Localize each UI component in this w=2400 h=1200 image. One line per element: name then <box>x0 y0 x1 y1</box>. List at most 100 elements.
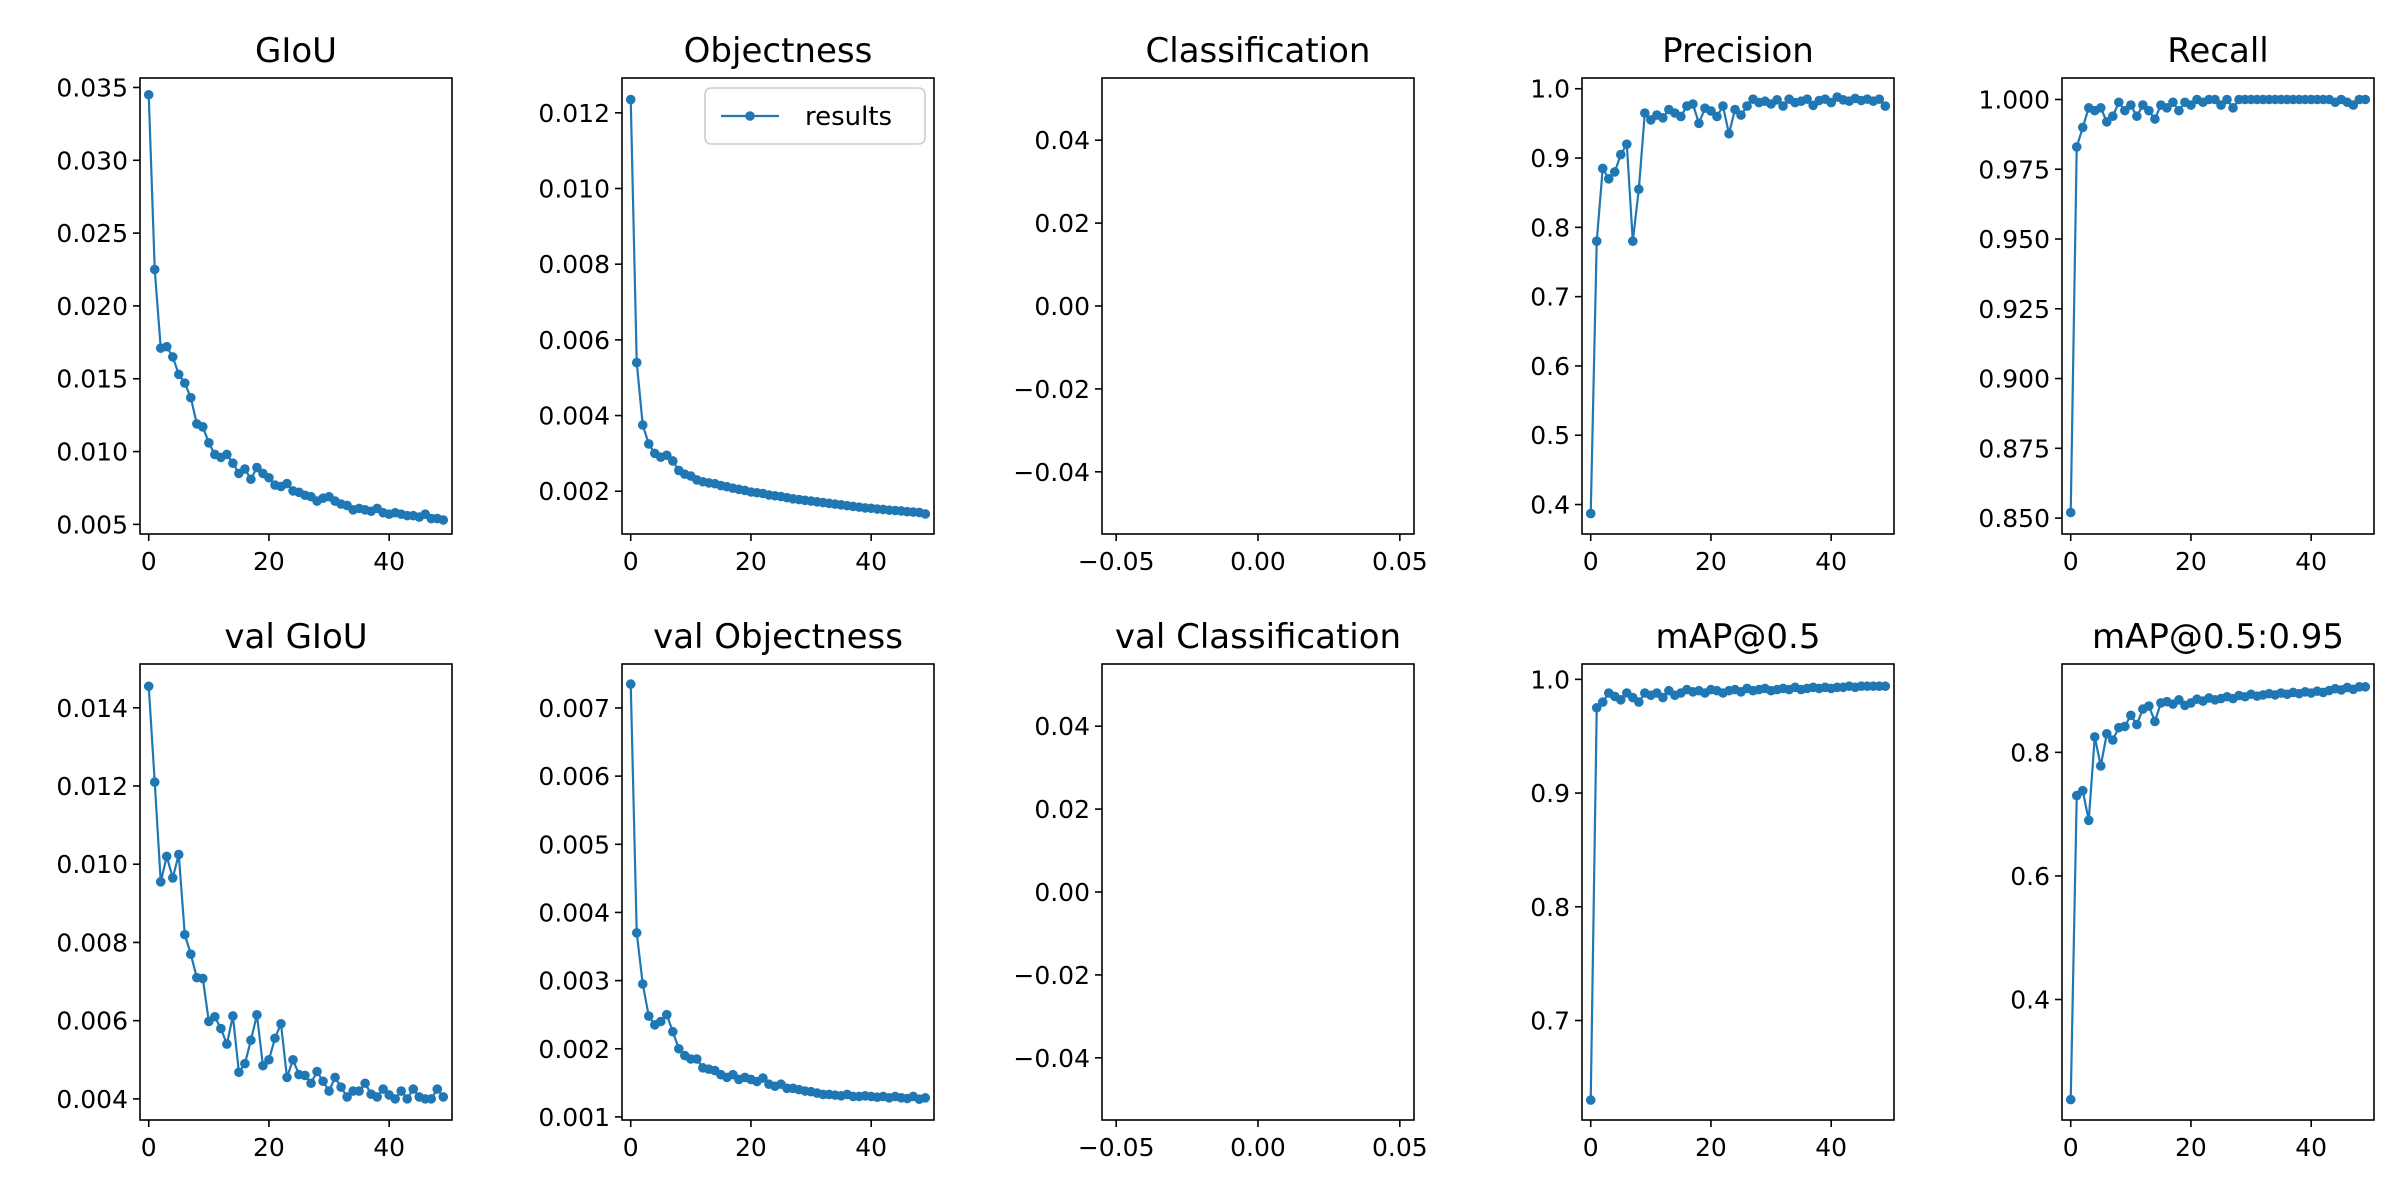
data-point <box>222 1039 232 1049</box>
x-tick-label: 0.05 <box>1372 547 1428 576</box>
y-tick-label: 0.003 <box>538 967 610 996</box>
data-point <box>920 509 931 519</box>
y-tick-label: 0.925 <box>1978 295 2050 324</box>
data-point <box>1676 111 1686 122</box>
data-point <box>252 1010 262 1020</box>
series-line <box>629 684 926 1101</box>
data-point <box>216 1023 226 1034</box>
data-point <box>264 1054 274 1065</box>
axes-frame <box>1581 77 1895 535</box>
x-tick-label: 40 <box>373 547 405 576</box>
x-tick-label: 20 <box>1695 547 1727 576</box>
y-tick-label: 0.04 <box>1034 126 1090 155</box>
data-point <box>155 877 166 887</box>
data-point <box>2120 105 2130 116</box>
data-point <box>282 1072 292 1083</box>
data-point <box>1591 236 1602 246</box>
axes-frame <box>621 77 935 535</box>
axes-frame <box>139 663 453 1121</box>
data-point <box>631 928 642 938</box>
data-point <box>2077 122 2088 133</box>
data-point <box>625 679 636 689</box>
chart-panel: mAP@0.5 0 20 40 0.7 0.8 0.9 1.0 <box>1530 617 1895 1162</box>
data-point <box>2065 1094 2076 1105</box>
y-tick-label: 0.002 <box>538 477 610 506</box>
data-point <box>2138 100 2148 110</box>
data-point <box>2222 94 2232 105</box>
x-tick-label: 20 <box>735 1133 767 1162</box>
x-tick-label: 40 <box>2295 1133 2327 1162</box>
data-point <box>438 1092 449 1102</box>
data-point <box>1634 184 1644 195</box>
chart-title: Recall <box>2167 31 2268 71</box>
data-point <box>432 1084 443 1094</box>
chart-title: mAP@0.5 <box>1656 617 1821 657</box>
y-tick-label: 0.010 <box>56 438 128 467</box>
y-tick-label: 0.8 <box>2010 738 2050 767</box>
data-point <box>1615 149 1626 160</box>
data-point <box>1591 702 1602 713</box>
y-tick-label: 0.02 <box>1034 209 1090 238</box>
data-point <box>167 352 178 362</box>
data-point <box>2114 97 2124 108</box>
data-point <box>2077 785 2088 796</box>
data-point <box>342 1092 352 1102</box>
y-tick-label: 0.900 <box>1978 365 2050 394</box>
data-point <box>186 949 196 959</box>
y-tick-label: 0.004 <box>538 402 610 431</box>
data-point <box>438 515 449 525</box>
y-tick-label: 0.012 <box>538 99 610 128</box>
y-tick-label: 0.8 <box>1530 213 1570 242</box>
data-point <box>2144 701 2154 711</box>
data-point <box>318 1076 328 1087</box>
axes-frame <box>2061 77 2375 535</box>
y-tick-label: 0.004 <box>538 898 610 927</box>
data-point <box>2095 103 2106 113</box>
chart-panel: Classification −0.05 0.00 0.05 −0.04 −0.02 0.0… <box>1013 31 1427 576</box>
data-point <box>1658 113 1668 123</box>
axes-frame <box>1581 663 1895 1121</box>
axes-frame <box>1101 663 1415 1121</box>
data-point <box>186 392 196 403</box>
x-tick-label: 40 <box>373 1133 405 1162</box>
y-tick-label: 0.02 <box>1034 795 1090 824</box>
data-point <box>2162 103 2172 113</box>
data-point <box>2348 100 2359 110</box>
chart-title: mAP@0.5:0.95 <box>2092 617 2344 657</box>
data-point <box>324 1086 334 1096</box>
series-line <box>147 94 444 522</box>
data-point <box>1628 236 1638 246</box>
data-point <box>179 378 190 388</box>
x-tick-label: 20 <box>735 547 767 576</box>
data-point <box>2089 732 2100 742</box>
series-line <box>1589 685 1886 1101</box>
data-point <box>2132 719 2142 730</box>
data-point <box>378 1084 388 1094</box>
data-point <box>372 1092 382 1102</box>
data-point <box>143 681 154 692</box>
y-tick-label: 0.6 <box>2010 862 2050 891</box>
data-point <box>2216 100 2226 110</box>
data-point <box>149 777 160 787</box>
data-point <box>637 979 648 989</box>
data-point <box>2132 111 2142 122</box>
y-tick-label: 1.0 <box>1530 75 1570 104</box>
y-tick-label: 0.012 <box>56 772 128 801</box>
series-line <box>629 99 926 516</box>
data-point <box>2101 117 2112 127</box>
data-point <box>173 369 184 380</box>
y-tick-label: 0.8 <box>1530 893 1570 922</box>
axes-frame <box>139 77 453 535</box>
axes-frame <box>621 663 935 1121</box>
x-tick-label: 0.00 <box>1230 547 1286 576</box>
x-tick-label: 0 <box>1583 547 1599 576</box>
data-point <box>2174 105 2184 116</box>
data-point <box>1585 1095 1596 1105</box>
chart-title: Objectness <box>684 31 873 71</box>
data-point <box>1874 94 1885 104</box>
data-point <box>258 1060 268 1071</box>
data-point <box>1724 128 1734 139</box>
data-point <box>1603 174 1614 184</box>
chart-panel: mAP@0.5:0.95 0 20 40 0.4 0.6 0.8 <box>2010 617 2375 1162</box>
data-point <box>282 478 292 489</box>
